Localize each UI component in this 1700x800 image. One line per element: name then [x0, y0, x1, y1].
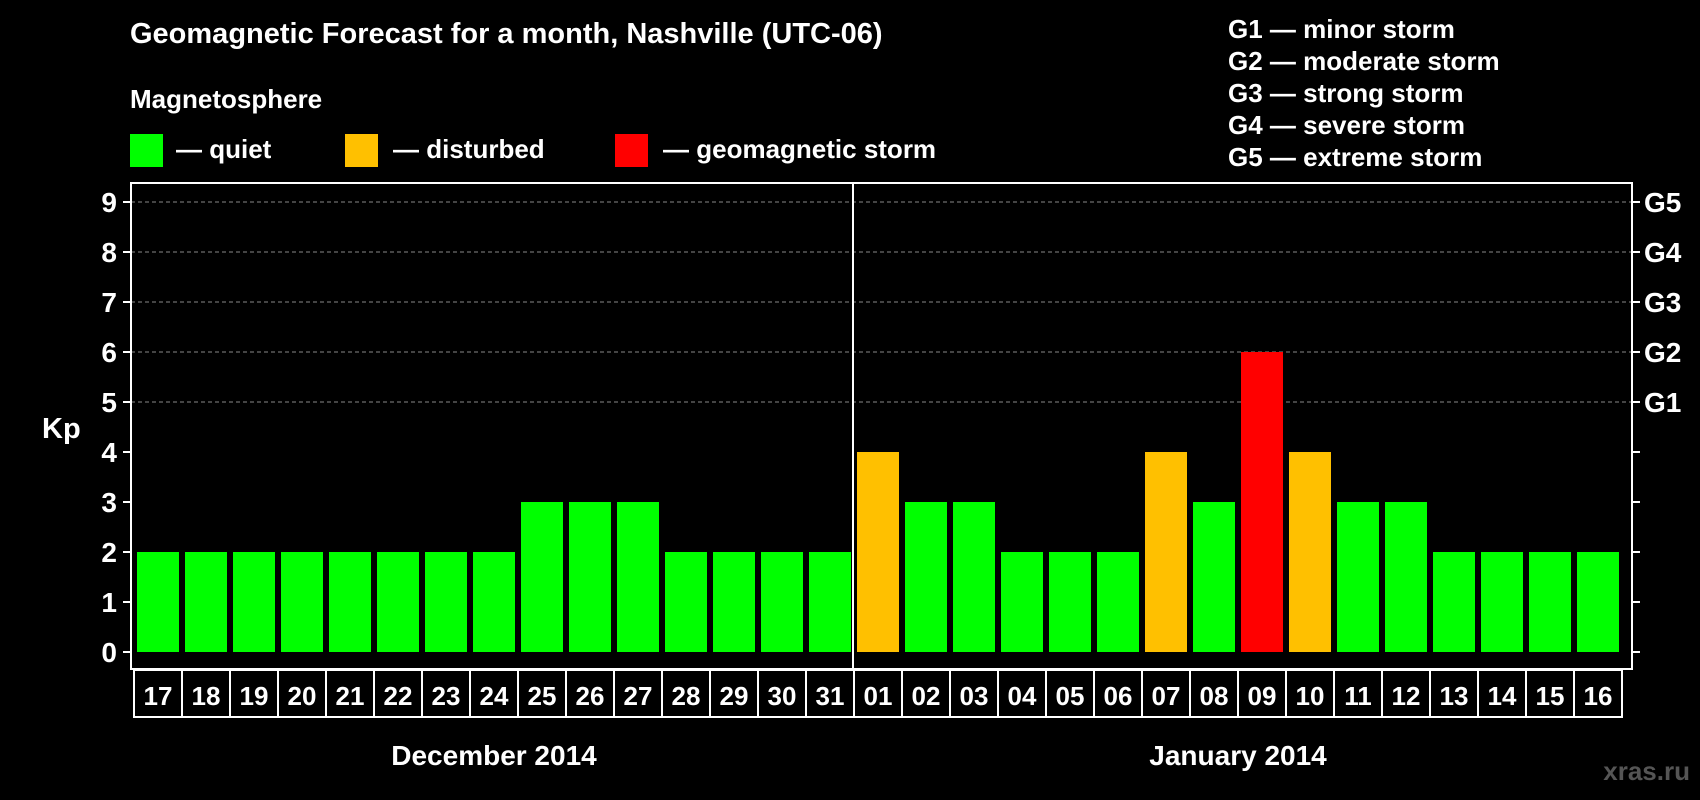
date-label-22: 22 — [384, 681, 413, 711]
date-label-16: 16 — [1584, 681, 1613, 711]
date-label-25: 25 — [528, 681, 557, 711]
bar-13 — [1433, 552, 1475, 652]
ytick-label-9: 9 — [101, 187, 117, 218]
bar-17 — [137, 552, 179, 652]
date-label-04: 04 — [1008, 681, 1037, 711]
date-label-21: 21 — [336, 681, 365, 711]
month-label-1: January 2014 — [1149, 740, 1327, 771]
date-label-30: 30 — [768, 681, 797, 711]
bar-09 — [1241, 352, 1283, 652]
right-tick-label-G4: G4 — [1644, 237, 1682, 268]
bar-02 — [905, 502, 947, 652]
ytick-label-3: 3 — [101, 487, 117, 518]
date-label-10: 10 — [1296, 681, 1325, 711]
date-label-29: 29 — [720, 681, 749, 711]
date-label-17: 17 — [144, 681, 173, 711]
right-tick-label-G2: G2 — [1644, 337, 1681, 368]
right-tick-label-G5: G5 — [1644, 187, 1681, 218]
date-label-28: 28 — [672, 681, 701, 711]
bar-22 — [377, 552, 419, 652]
bar-20 — [281, 552, 323, 652]
storm-level-g5: G5 — extreme storm — [1228, 142, 1483, 172]
bar-03 — [953, 502, 995, 652]
bar-21 — [329, 552, 371, 652]
storm-level-g2: G2 — moderate storm — [1228, 46, 1500, 76]
bar-14 — [1481, 552, 1523, 652]
date-label-11: 11 — [1344, 681, 1372, 711]
bar-30 — [761, 552, 803, 652]
bar-06 — [1097, 552, 1139, 652]
date-label-08: 08 — [1200, 681, 1229, 711]
date-label-19: 19 — [240, 681, 269, 711]
bar-05 — [1049, 552, 1091, 652]
watermark: xras.ru — [1603, 756, 1690, 786]
ytick-label-4: 4 — [101, 437, 117, 468]
ytick-label-6: 6 — [101, 337, 117, 368]
ytick-label-2: 2 — [101, 537, 117, 568]
date-label-01: 01 — [864, 681, 893, 711]
ytick-label-7: 7 — [101, 287, 117, 318]
bar-07 — [1145, 452, 1187, 652]
bar-12 — [1385, 502, 1427, 652]
legend-swatch-storm — [615, 134, 648, 167]
bar-25 — [521, 502, 563, 652]
date-label-23: 23 — [432, 681, 461, 711]
storm-level-g4: G4 — severe storm — [1228, 110, 1466, 140]
date-label-24: 24 — [480, 681, 509, 711]
legend-label-quiet: — quiet — [176, 134, 272, 164]
bar-27 — [617, 502, 659, 652]
ytick-label-5: 5 — [101, 387, 117, 418]
date-row-frame — [133, 669, 1623, 718]
date-label-05: 05 — [1056, 681, 1085, 711]
bar-28 — [665, 552, 707, 652]
bar-15 — [1529, 552, 1571, 652]
bar-04 — [1001, 552, 1043, 652]
date-label-13: 13 — [1440, 681, 1469, 711]
date-label-14: 14 — [1488, 681, 1517, 711]
bar-23 — [425, 552, 467, 652]
date-label-31: 31 — [816, 681, 845, 711]
date-label-12: 12 — [1392, 681, 1421, 711]
date-label-18: 18 — [192, 681, 221, 711]
date-label-27: 27 — [624, 681, 653, 711]
legend-swatch-disturbed — [345, 134, 378, 167]
month-label-0: December 2014 — [391, 740, 597, 771]
legend-heading: Magnetosphere — [130, 84, 323, 114]
bar-31 — [809, 552, 851, 652]
chart-title: Geomagnetic Forecast for a month, Nashvi… — [130, 18, 883, 50]
legend-swatch-quiet — [130, 134, 163, 167]
ytick-label-8: 8 — [101, 237, 117, 268]
storm-level-g3: G3 — strong storm — [1228, 78, 1464, 108]
bar-29 — [713, 552, 755, 652]
bar-18 — [185, 552, 227, 652]
date-label-15: 15 — [1536, 681, 1565, 711]
date-label-07: 07 — [1152, 681, 1181, 711]
bar-10 — [1289, 452, 1331, 652]
bar-11 — [1337, 502, 1379, 652]
bar-01 — [857, 452, 899, 652]
right-tick-label-G3: G3 — [1644, 287, 1681, 318]
date-label-20: 20 — [288, 681, 317, 711]
bar-24 — [473, 552, 515, 652]
ytick-label-0: 0 — [101, 637, 117, 668]
ytick-label-1: 1 — [101, 587, 117, 618]
date-label-02: 02 — [912, 681, 941, 711]
bar-08 — [1193, 502, 1235, 652]
bar-16 — [1577, 552, 1619, 652]
date-label-03: 03 — [960, 681, 989, 711]
date-label-26: 26 — [576, 681, 605, 711]
legend-label-disturbed: — disturbed — [393, 134, 545, 164]
right-tick-label-G1: G1 — [1644, 387, 1681, 418]
date-label-06: 06 — [1104, 681, 1133, 711]
bar-19 — [233, 552, 275, 652]
date-label-09: 09 — [1248, 681, 1277, 711]
bar-26 — [569, 502, 611, 652]
storm-level-g1: G1 — minor storm — [1228, 14, 1455, 44]
legend-label-storm: — geomagnetic storm — [663, 134, 937, 164]
y-axis-label: Kp — [42, 413, 81, 445]
